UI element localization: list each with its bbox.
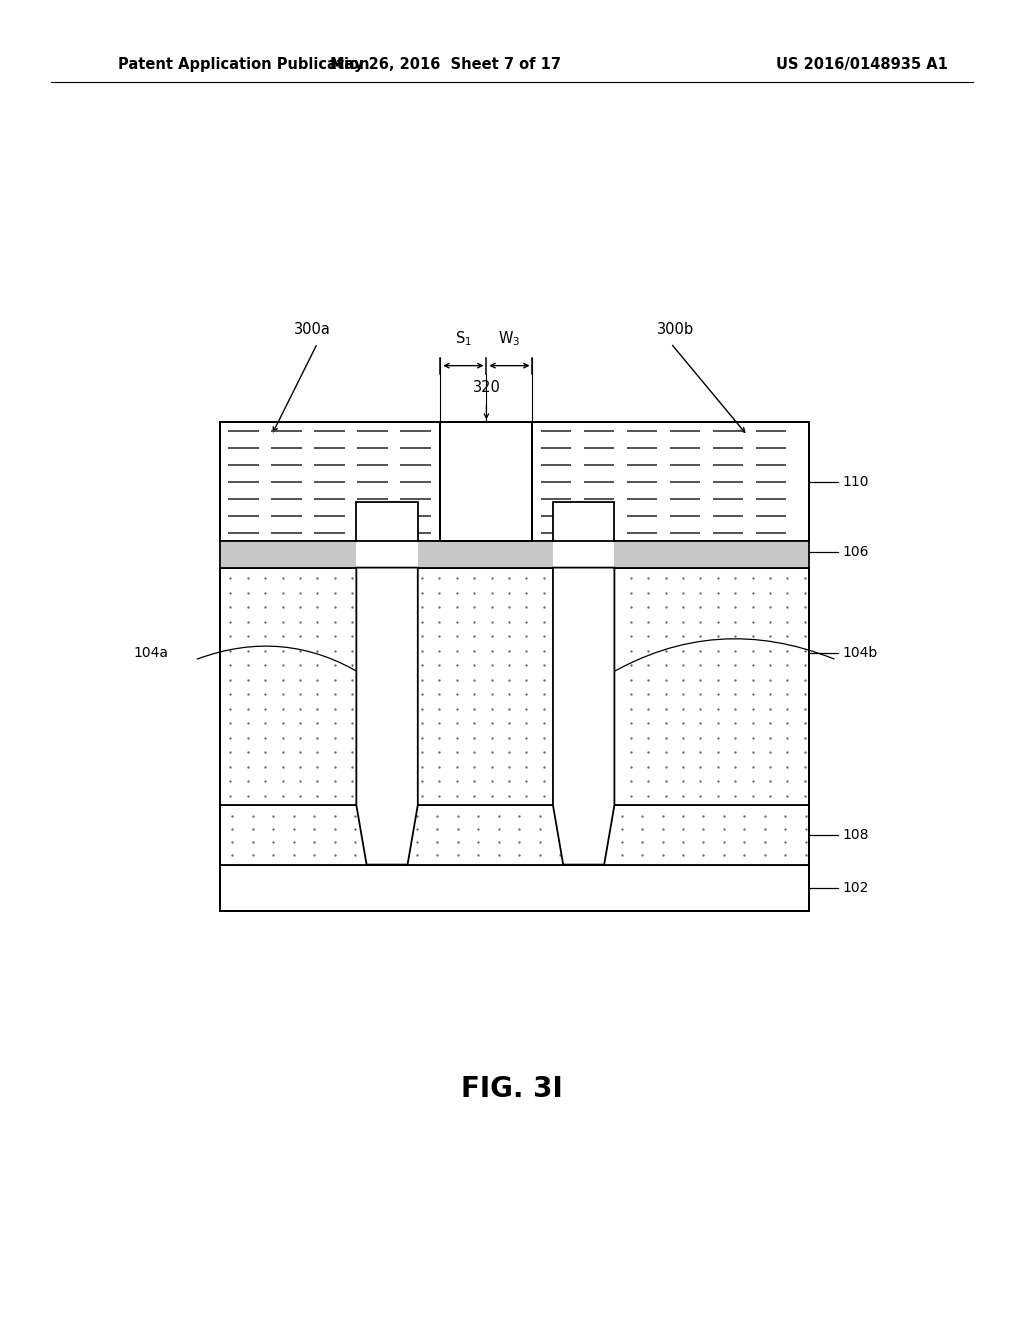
Bar — [220, 422, 809, 911]
Bar — [532, 422, 809, 541]
Bar — [553, 541, 614, 568]
Bar — [220, 865, 809, 911]
Bar — [220, 422, 440, 541]
Text: 320: 320 — [472, 380, 501, 395]
Text: 300a: 300a — [294, 322, 331, 337]
Text: 106: 106 — [843, 545, 869, 558]
Bar — [356, 502, 418, 541]
Bar — [440, 422, 532, 541]
Text: 104b: 104b — [843, 647, 878, 660]
Polygon shape — [356, 568, 418, 865]
Bar — [220, 541, 809, 568]
Text: 300b: 300b — [657, 322, 694, 337]
Text: May 26, 2016  Sheet 7 of 17: May 26, 2016 Sheet 7 of 17 — [330, 57, 561, 73]
Bar — [553, 502, 614, 541]
Text: S$_1$: S$_1$ — [455, 330, 472, 348]
Text: US 2016/0148935 A1: US 2016/0148935 A1 — [776, 57, 948, 73]
Bar — [356, 541, 418, 568]
Text: 104a: 104a — [133, 647, 168, 660]
Text: Patent Application Publication: Patent Application Publication — [118, 57, 370, 73]
Text: W$_3$: W$_3$ — [499, 330, 520, 348]
Text: 102: 102 — [843, 880, 869, 895]
Text: FIG. 3I: FIG. 3I — [461, 1074, 563, 1104]
Bar — [220, 805, 809, 865]
Text: 108: 108 — [843, 828, 869, 842]
Text: 110: 110 — [843, 475, 869, 488]
Polygon shape — [553, 568, 614, 865]
Bar — [220, 568, 809, 805]
